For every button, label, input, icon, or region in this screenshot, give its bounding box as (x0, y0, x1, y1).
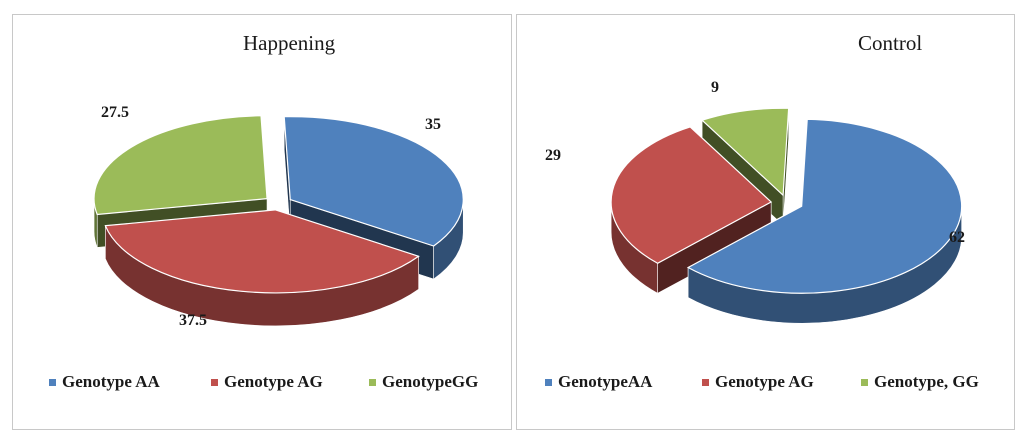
chart-title: Happening (243, 31, 336, 55)
pie-slice-genotypeaa (686, 118, 963, 294)
data-label: 37.5 (179, 312, 207, 329)
legend-label: GenotypeAA (558, 372, 653, 391)
pie-slices (93, 115, 464, 327)
legend-swatch (702, 378, 709, 386)
legend-label: Genotype AA (62, 372, 160, 391)
legend-label: Genotype AG (224, 372, 323, 391)
legend-item-genotype-ag: Genotype AG (702, 372, 814, 392)
legend-swatch (369, 378, 376, 386)
pie-slice-genotype-ag (610, 126, 773, 264)
legend-swatch (545, 378, 552, 386)
data-label: 9 (711, 79, 719, 96)
chart-title: Control (858, 31, 923, 55)
pie-chart-happening: 35 37.5 27.5 (93, 104, 464, 329)
pie-slice-genotype-aa (283, 116, 464, 247)
data-labels: 35 37.5 27.5 (101, 104, 441, 329)
pie-chart-panel-control: 62 29 9 Control GenotypeAA Genotype AG Gen… (516, 14, 1015, 430)
pie-slices (610, 107, 963, 324)
data-label: 62 (949, 229, 965, 246)
legend-swatch (211, 378, 218, 386)
pie-slice-genotypegg (93, 115, 268, 216)
data-label: 35 (425, 116, 441, 133)
data-label: 29 (545, 147, 561, 164)
data-labels: 62 29 9 (545, 79, 965, 246)
legend-swatch (861, 378, 868, 386)
legend-swatch (49, 378, 56, 386)
legend-item-genotype-gg: Genotype, GG (861, 372, 979, 392)
legend-item-genotype-aa: Genotype AA (49, 372, 160, 392)
data-label: 27.5 (101, 104, 129, 121)
legend-label: GenotypeGG (382, 372, 479, 391)
legend-label: Genotype AG (715, 372, 814, 391)
chart-legend: Genotype AA Genotype AG GenotypeGG (13, 372, 511, 396)
pie-chart-panel-happening: 35 37.5 27.5 Happening Genotype AA Genotyp… (12, 14, 512, 430)
legend-item-genotype-gg: GenotypeGG (369, 372, 478, 392)
legend-item-genotype-ag: Genotype AG (211, 372, 323, 392)
pie-chart-control: 62 29 9 (545, 79, 965, 324)
legend-label: Genotype, GG (874, 372, 979, 391)
pie-slice-genotype-ag (104, 209, 420, 294)
pie-slice-genotype-gg (700, 107, 790, 197)
chart-legend: GenotypeAA Genotype AG Genotype, GG (517, 372, 1014, 396)
legend-item-genotype-aa: GenotypeAA (545, 372, 652, 392)
